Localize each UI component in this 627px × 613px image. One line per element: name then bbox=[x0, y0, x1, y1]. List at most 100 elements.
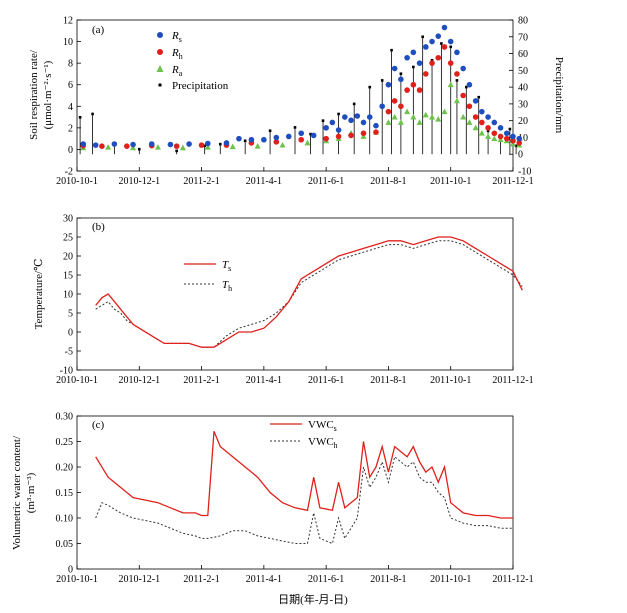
x-tick-label: 2011-6-1 bbox=[308, 176, 344, 187]
rh-point bbox=[410, 81, 417, 88]
rs-point bbox=[298, 130, 305, 137]
precip-point bbox=[78, 116, 82, 119]
y2-axis-title: Precipitation/mm bbox=[553, 57, 565, 134]
rh-point bbox=[173, 143, 180, 149]
rs-point bbox=[92, 142, 99, 148]
rh-point bbox=[398, 103, 404, 110]
y-tick-label: 25 bbox=[63, 233, 73, 244]
precip-point bbox=[508, 127, 512, 131]
precip-point bbox=[399, 72, 403, 75]
precip-point bbox=[309, 132, 312, 136]
rh-point bbox=[510, 138, 516, 144]
x-tick-label: 2011-8-1 bbox=[370, 375, 406, 386]
rs-point bbox=[223, 140, 230, 146]
precip-point bbox=[203, 144, 206, 148]
rs-point bbox=[485, 114, 491, 120]
rh-point bbox=[373, 129, 379, 135]
y-tick-label: 0.15 bbox=[56, 488, 74, 499]
precip-point bbox=[390, 48, 393, 52]
precip-point bbox=[321, 119, 325, 122]
ra-point bbox=[491, 135, 498, 142]
y-axis-title-units: (μmol·m⁻²·s⁻¹) bbox=[42, 60, 54, 129]
precip-point bbox=[137, 147, 141, 151]
legend-th-label: Th bbox=[222, 279, 232, 293]
y2-tick-label: 80 bbox=[518, 16, 528, 27]
rh-point bbox=[391, 98, 398, 104]
precip-point bbox=[421, 35, 424, 39]
rh-point bbox=[454, 71, 460, 77]
rh-point bbox=[429, 60, 435, 66]
ra-point bbox=[453, 97, 460, 104]
ra-point bbox=[404, 108, 411, 115]
ra-point bbox=[360, 133, 367, 139]
rs-point bbox=[398, 76, 404, 83]
x-tick-label: 2010-10-1 bbox=[56, 176, 98, 187]
precip-point bbox=[91, 112, 94, 116]
th-line bbox=[95, 240, 523, 348]
ra-point bbox=[385, 119, 392, 125]
x-tick-label: 2011-12-1 bbox=[492, 574, 533, 585]
y-tick-label: 6 bbox=[68, 80, 73, 91]
precip-point bbox=[268, 129, 272, 133]
rs-point bbox=[391, 65, 398, 72]
rh-point bbox=[441, 44, 448, 50]
rs-point bbox=[385, 81, 392, 88]
y-axis-title-units: (m³·m⁻³) bbox=[25, 472, 37, 513]
precip-point bbox=[218, 142, 222, 146]
ra-point bbox=[105, 144, 112, 150]
x-tick-label: 2010-12-1 bbox=[118, 375, 160, 386]
x-axis-title: 日期(年-月-日) bbox=[278, 592, 348, 606]
rs-point bbox=[366, 114, 373, 120]
y-tick-label: 0 bbox=[68, 328, 73, 339]
x-tick-label: 2010-12-1 bbox=[118, 574, 160, 585]
legend-precip-marker bbox=[158, 83, 162, 87]
legend-rh-label: Rh bbox=[171, 47, 183, 61]
precip-point bbox=[514, 144, 518, 148]
plot-frame bbox=[76, 415, 514, 570]
rs-point bbox=[503, 130, 510, 137]
y-tick-label: 10 bbox=[63, 290, 73, 301]
rs-point bbox=[510, 133, 516, 140]
y-tick-label: 10 bbox=[63, 37, 73, 48]
ra-point bbox=[416, 119, 423, 125]
y-axis-title: Temperature/℃ bbox=[33, 259, 45, 330]
rh-point bbox=[485, 125, 491, 131]
rs-point bbox=[354, 113, 361, 119]
y-axis-title: Volumetric water content/ bbox=[11, 435, 23, 550]
ra-point bbox=[510, 140, 516, 147]
y-tick-label: 0 bbox=[68, 145, 73, 156]
legend-ts-label: Ts bbox=[222, 259, 231, 273]
ra-point bbox=[435, 116, 442, 122]
rs-point bbox=[491, 119, 498, 126]
y2-tick-label: 10 bbox=[518, 133, 528, 144]
x-tick-label: 2011-2-1 bbox=[183, 375, 219, 386]
ra-point bbox=[485, 133, 492, 139]
rh-point bbox=[124, 143, 130, 149]
legend-vwch-label: VWCh bbox=[308, 436, 338, 450]
ra-point bbox=[304, 139, 311, 146]
y2-tick-label: 20 bbox=[518, 116, 528, 127]
panel-c: 2010-10-1 2010-12-1 2011-2-1 2011-4-1 2011-6… bbox=[11, 412, 534, 586]
legend-ra-label: Ra bbox=[171, 64, 183, 78]
x-tick-label: 2011-6-1 bbox=[308, 574, 344, 585]
y-tick-label: 2 bbox=[68, 123, 73, 134]
rs-point bbox=[205, 140, 211, 147]
ra-point bbox=[254, 142, 261, 149]
x-tick-label: 2011-8-1 bbox=[370, 574, 406, 585]
y-tick-label: -10 bbox=[60, 366, 73, 377]
rh-point bbox=[503, 135, 510, 142]
precip-point bbox=[352, 102, 356, 106]
precip-point bbox=[486, 129, 490, 133]
ra-point bbox=[204, 144, 211, 150]
y-tick-label: 4 bbox=[68, 102, 73, 113]
x-tick-label: 2011-12-1 bbox=[492, 375, 533, 386]
x-tick-label: 2010-10-1 bbox=[56, 574, 98, 585]
precip-point bbox=[449, 45, 453, 49]
rs-point bbox=[472, 98, 479, 104]
y-tick-label: 30 bbox=[63, 214, 73, 225]
y-tick-label: 0.05 bbox=[56, 539, 74, 550]
precip-point bbox=[243, 139, 247, 143]
rs-point bbox=[435, 33, 442, 39]
precip-point bbox=[368, 85, 372, 89]
